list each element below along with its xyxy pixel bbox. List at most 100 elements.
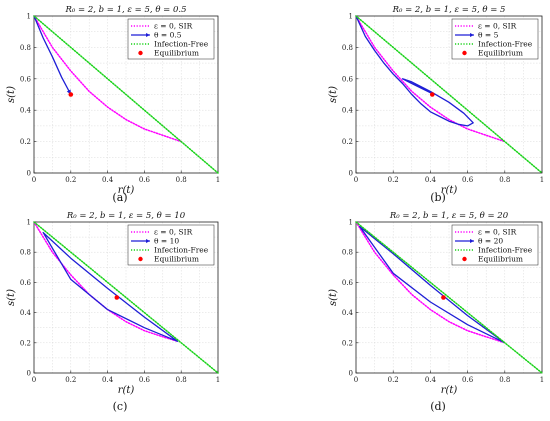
y-tick-label: 0 xyxy=(349,170,353,178)
y-tick-label: 0.4 xyxy=(20,107,32,115)
x-axis-label: r(t) xyxy=(441,385,458,396)
legend-entry: Infection-Free xyxy=(154,40,209,49)
legend-entry: ε = 0, SIR xyxy=(478,228,517,237)
panel-a: 0 0.2 0.4 0.6 0.8 1 0 0.2 0.4 0.6 0.8 1 R₀ = 2, b = … xyxy=(6,5,220,204)
legend-entry: ε = 0, SIR xyxy=(478,22,517,31)
x-tick-label: 0 xyxy=(32,376,36,384)
panel-title: R₀ = 2, b = 1, ε = 5, θ = 0.5 xyxy=(65,5,187,15)
y-tick-label: 0.2 xyxy=(342,138,353,146)
x-tick-label: 0.6 xyxy=(139,376,151,384)
x-tick-label: 1 xyxy=(216,176,220,184)
panel-title: R₀ = 2, b = 1, ε = 5, θ = 20 xyxy=(389,211,509,221)
panel-caption: (a) xyxy=(112,191,127,204)
axes-frame xyxy=(33,15,219,174)
equilibrium-point xyxy=(429,92,435,97)
x-tick-label: 1 xyxy=(216,376,220,384)
equilibrium-point xyxy=(68,92,74,97)
x-tick-label: 0.4 xyxy=(425,176,437,184)
y-tick-label: 0.4 xyxy=(342,309,354,317)
x-axis-label: r(t) xyxy=(118,185,135,196)
legend-entry: Infection-Free xyxy=(154,246,209,255)
x-tick-label: 0 xyxy=(32,176,36,184)
y-tick-label: 0.8 xyxy=(342,44,353,52)
x-tick-label: 0.4 xyxy=(102,376,114,384)
series-line xyxy=(355,15,474,127)
y-tick-label: 0.6 xyxy=(342,75,354,83)
y-tick-label: 0.2 xyxy=(342,339,353,347)
y-tick-label: 0.6 xyxy=(20,279,32,287)
equilibrium-point xyxy=(441,295,446,300)
series-line xyxy=(355,15,543,174)
y-tick-label: 0.8 xyxy=(20,44,31,52)
y-tick-label: 1 xyxy=(349,13,353,21)
panel-caption: (d) xyxy=(430,400,446,413)
legend-entry: Infection-Free xyxy=(478,246,533,255)
y-tick-label: 0.2 xyxy=(20,339,31,347)
legend-entry: ε = 0, SIR xyxy=(154,228,193,237)
x-tick-label: 0.8 xyxy=(176,176,187,184)
x-tick-label: 0.2 xyxy=(388,376,399,384)
legend-entry: θ = 10 xyxy=(154,237,179,246)
x-tick-label: 0.8 xyxy=(176,376,187,384)
y-axis-label: s(t) xyxy=(328,86,339,103)
legend-swatch-arrow xyxy=(146,33,150,37)
x-tick-label: 0.6 xyxy=(462,376,474,384)
panel-b: 0 0.2 0.4 0.6 0.8 1 0 0.2 0.4 0.6 0.8 1 R₀ = 2, b = … xyxy=(328,5,544,204)
legend-entry: Equilibrium xyxy=(478,49,523,58)
axes-frame xyxy=(355,15,543,174)
panel-d: 0 0.2 0.4 0.6 0.8 1 0 0.2 0.4 0.6 0.8 1 R₀ = 2, b = … xyxy=(328,211,544,413)
y-tick-label: 1 xyxy=(27,219,31,227)
x-tick-label: 0 xyxy=(354,376,358,384)
panel-title: R₀ = 2, b = 1, ε = 5, θ = 10 xyxy=(66,211,186,221)
legend-swatch-arrow xyxy=(470,239,474,243)
x-axis-label: r(t) xyxy=(118,385,135,396)
series-line xyxy=(42,231,179,342)
y-axis-label: s(t) xyxy=(6,289,17,306)
x-tick-label: 1 xyxy=(540,176,544,184)
y-tick-label: 1 xyxy=(349,219,353,227)
panel-caption: (c) xyxy=(113,400,128,413)
x-tick-label: 0.6 xyxy=(462,176,474,184)
legend-entry: θ = 20 xyxy=(478,237,503,246)
x-tick-label: 0.8 xyxy=(499,376,510,384)
axes-frame xyxy=(33,221,219,374)
series-line xyxy=(33,15,182,143)
legend-entry: θ = 0.5 xyxy=(154,31,182,40)
legend-swatch-arrow xyxy=(470,33,474,37)
y-axis-label: s(t) xyxy=(6,86,17,103)
y-tick-label: 0.8 xyxy=(342,249,353,257)
legend-swatch-dot xyxy=(462,256,467,262)
x-axis-label: r(t) xyxy=(441,185,458,196)
legend-swatch-dot xyxy=(462,50,467,56)
legend-swatch-arrow xyxy=(146,239,150,243)
legend-entry: θ = 5 xyxy=(478,31,499,40)
panel-title: R₀ = 2, b = 1, ε = 5, θ = 5 xyxy=(392,5,506,15)
series-line xyxy=(355,15,506,143)
x-tick-label: 0.8 xyxy=(499,176,510,184)
series-line xyxy=(33,15,219,174)
series-line xyxy=(355,221,543,374)
x-tick-label: 0.2 xyxy=(388,176,399,184)
series-line xyxy=(33,15,72,96)
y-tick-label: 0.4 xyxy=(342,107,354,115)
x-tick-label: 0 xyxy=(354,176,358,184)
legend-entry: Equilibrium xyxy=(154,49,199,58)
y-tick-label: 0.6 xyxy=(342,279,354,287)
y-tick-label: 0.4 xyxy=(20,309,32,317)
y-tick-label: 1 xyxy=(27,13,31,21)
legend-entry: Equilibrium xyxy=(478,255,523,264)
y-tick-label: 0.2 xyxy=(20,138,31,146)
axes-frame xyxy=(355,221,543,374)
equilibrium-point xyxy=(114,295,120,300)
x-tick-label: 0.4 xyxy=(425,376,437,384)
legend-swatch-dot xyxy=(138,256,143,262)
series-line xyxy=(33,221,219,374)
x-tick-label: 0.2 xyxy=(65,376,76,384)
x-tick-label: 0.4 xyxy=(102,176,114,184)
legend-entry: Infection-Free xyxy=(478,40,533,49)
legend-swatch-dot xyxy=(138,50,143,56)
